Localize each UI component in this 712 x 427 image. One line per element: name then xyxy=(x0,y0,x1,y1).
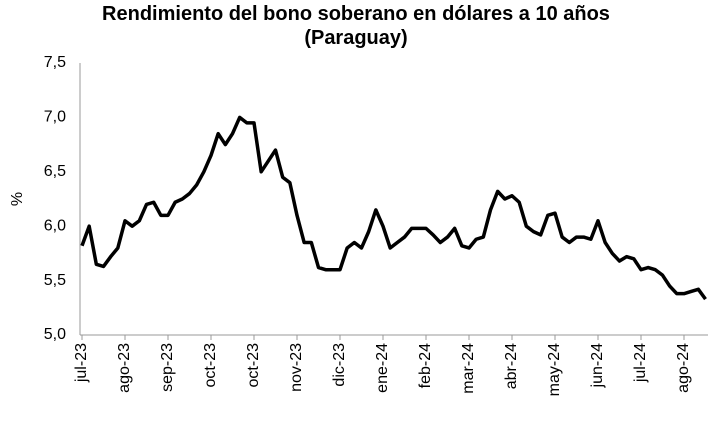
y-tick-label: 5,5 xyxy=(44,272,66,289)
x-tick-label: jun-24 xyxy=(589,343,606,389)
y-tick-label: 5,0 xyxy=(44,326,66,343)
chart-title: Rendimiento del bono soberano en dólares… xyxy=(102,3,610,49)
x-tick-label: jul-24 xyxy=(632,343,649,383)
series-line xyxy=(80,115,707,301)
x-tick-label: sep-23 xyxy=(159,343,176,392)
x-tick-label: oct-23 xyxy=(245,343,262,388)
x-tick-label: dic-23 xyxy=(331,343,348,387)
x-tick-label: jul-23 xyxy=(73,343,90,383)
x-tick-label: ago-24 xyxy=(675,343,692,393)
y-tick-label: 6,0 xyxy=(44,217,66,234)
x-tick-label: may-24 xyxy=(546,343,563,396)
x-tick-label: abr-24 xyxy=(503,343,520,389)
x-tick-label: ene-24 xyxy=(374,343,391,393)
x-tick-label: feb-24 xyxy=(417,343,434,388)
y-tick-label: 7,0 xyxy=(44,109,66,126)
y-axis-label: % xyxy=(9,192,26,206)
x-tick-label: mar-24 xyxy=(460,343,477,394)
y-tick-label: 6,5 xyxy=(44,163,66,180)
x-tick-label: ago-23 xyxy=(116,343,133,393)
x-tick-label: nov-23 xyxy=(288,343,305,392)
y-tick-label: 7,5 xyxy=(44,54,66,71)
x-tick-label: oct-23 xyxy=(202,343,219,388)
